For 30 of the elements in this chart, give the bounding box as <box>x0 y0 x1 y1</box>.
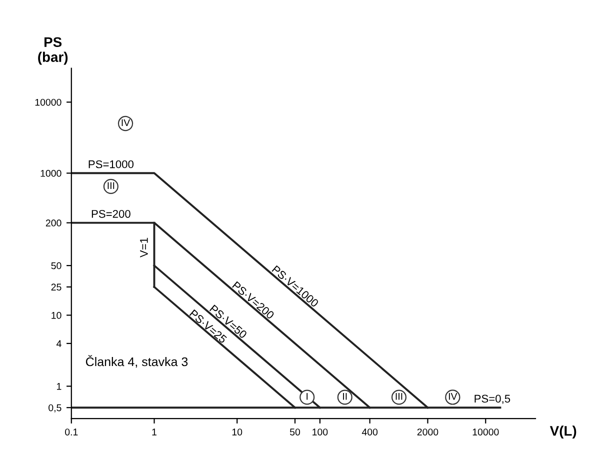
annotation: IV <box>122 119 130 126</box>
y-tick-label: 10 <box>52 312 62 319</box>
annotation: PS=0,5 <box>474 394 510 404</box>
x-tick-label: 10 <box>232 428 242 436</box>
y-tick-label: 4 <box>56 340 62 347</box>
y-tick-label: 200 <box>46 220 62 226</box>
x-tick-label: 400 <box>362 428 378 436</box>
x-tick-label: 50 <box>290 428 300 436</box>
annotation: II <box>343 393 347 400</box>
annotation: Članka 4, stavka 3 <box>86 355 188 368</box>
x-tick-label: 1 <box>152 428 156 436</box>
x-tick-label: 10000 <box>472 428 499 436</box>
x-tick-label: 0.1 <box>65 428 78 436</box>
y-tick-label: 10000 <box>35 98 62 106</box>
y-tick-label: 50 <box>51 262 62 270</box>
y-axis-title: PS (bar) <box>38 37 68 65</box>
y-tick-label: 0,5 <box>48 404 62 412</box>
annotation: IV <box>448 393 458 400</box>
annotation: PS=200 <box>92 210 130 218</box>
annotation: III <box>108 182 114 189</box>
x-axis-title: V(L) <box>550 426 576 439</box>
x-tick-label: 100 <box>312 428 328 436</box>
y-tick-label: 25 <box>51 284 62 291</box>
x-tick-label: 2000 <box>417 428 438 436</box>
y-tick-label: 1 <box>57 383 62 390</box>
annotation: III <box>396 393 402 400</box>
annotation: V=1 <box>140 238 148 258</box>
y-tick-label: 1000 <box>40 170 62 177</box>
annotation: I <box>306 393 308 400</box>
annotation: PS=1000 <box>88 160 134 168</box>
